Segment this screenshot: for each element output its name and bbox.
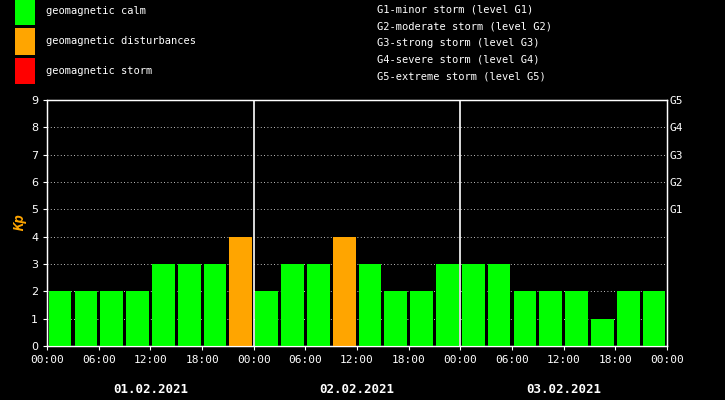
Bar [307, 264, 330, 346]
Text: 01.02.2021: 01.02.2021 [113, 383, 188, 396]
Text: geomagnetic storm: geomagnetic storm [46, 66, 152, 76]
Y-axis label: Kp: Kp [13, 215, 27, 231]
Bar [75, 291, 97, 346]
Bar [152, 264, 175, 346]
Bar [14, 58, 35, 84]
Bar [591, 319, 614, 346]
Text: G1-minor storm (level G1): G1-minor storm (level G1) [377, 4, 534, 14]
Bar [488, 264, 510, 346]
Bar [281, 264, 304, 346]
Bar [14, 28, 35, 54]
Text: G3-strong storm (level G3): G3-strong storm (level G3) [377, 38, 539, 48]
Bar [643, 291, 666, 346]
Text: geomagnetic calm: geomagnetic calm [46, 6, 146, 16]
Bar [178, 264, 201, 346]
Bar [126, 291, 149, 346]
Bar [100, 291, 123, 346]
Text: 02.02.2021: 02.02.2021 [320, 383, 394, 396]
Bar [49, 291, 71, 346]
Bar [384, 291, 407, 346]
Text: G5-extreme storm (level G5): G5-extreme storm (level G5) [377, 71, 546, 81]
Bar [462, 264, 484, 346]
Bar [359, 264, 381, 346]
Text: G2-moderate storm (level G2): G2-moderate storm (level G2) [377, 21, 552, 31]
Bar [539, 291, 562, 346]
Text: G4-severe storm (level G4): G4-severe storm (level G4) [377, 54, 539, 64]
Bar [14, 0, 35, 25]
Bar [617, 291, 639, 346]
Bar [513, 291, 536, 346]
Bar [333, 237, 355, 346]
Bar [230, 237, 252, 346]
Bar [410, 291, 433, 346]
Bar [204, 264, 226, 346]
Bar [566, 291, 588, 346]
Text: geomagnetic disturbances: geomagnetic disturbances [46, 36, 196, 46]
Bar [436, 264, 459, 346]
Text: 03.02.2021: 03.02.2021 [526, 383, 601, 396]
Bar [255, 291, 278, 346]
